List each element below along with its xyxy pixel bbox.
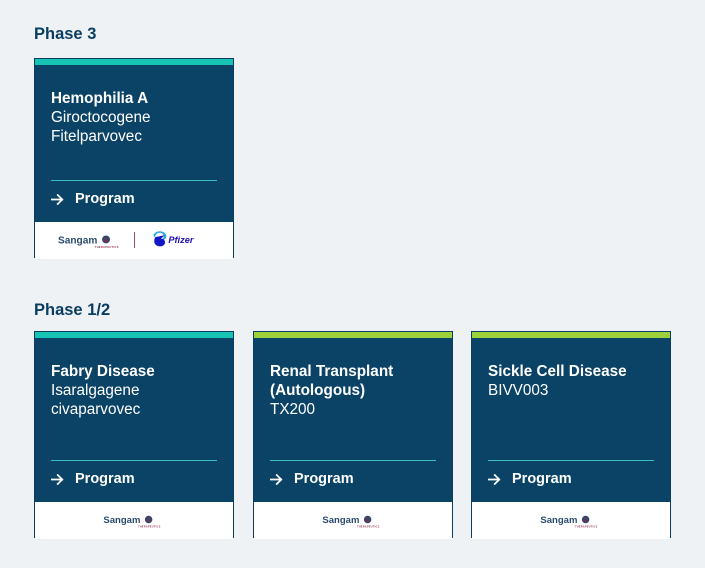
svg-text:THERAPEUTICS: THERAPEUTICS [138, 526, 161, 529]
svg-text:THERAPEUTICS: THERAPEUTICS [575, 526, 598, 529]
svg-text:Sangam: Sangam [322, 515, 359, 526]
svg-text:Sangam: Sangam [58, 235, 97, 246]
svg-text:Sangam: Sangam [103, 515, 140, 526]
svg-text:Sangam: Sangam [540, 515, 577, 526]
svg-text:Pfizer: Pfizer [168, 235, 193, 245]
svg-text:THERAPEUTICS: THERAPEUTICS [357, 526, 380, 529]
svg-text:THERAPEUTICS: THERAPEUTICS [95, 246, 119, 249]
